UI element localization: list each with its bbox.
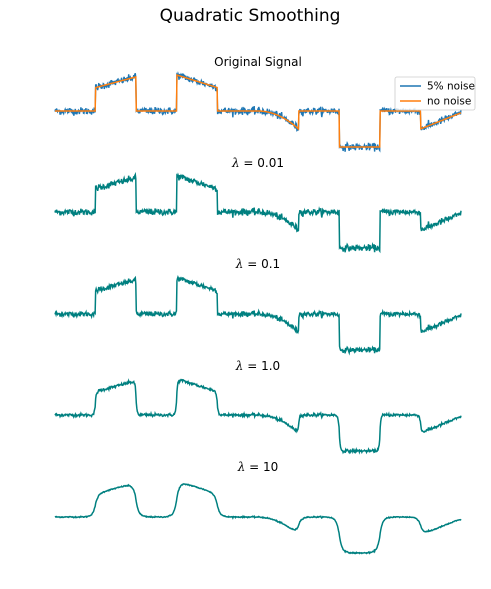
panel-lambda-0.1: λ = 0.1 bbox=[54, 257, 462, 356]
smoothed-line-lambda-0.01 bbox=[54, 171, 462, 254]
smoothed-line-lambda-0.1 bbox=[54, 275, 462, 356]
panel-lambda-0.01-title: λ = 0.01 bbox=[231, 156, 284, 170]
smoothed-line-lambda-10 bbox=[54, 483, 462, 555]
panel-original-title: Original Signal bbox=[214, 55, 302, 69]
legend-label-5pct-noise: 5% noise bbox=[427, 81, 475, 93]
panel-lambda-0.1-title: λ = 0.1 bbox=[235, 257, 280, 271]
figure-title: Quadratic Smoothing bbox=[160, 6, 341, 26]
panel-lambda-1.0-title: λ = 1.0 bbox=[235, 359, 280, 373]
series-no-noise-line bbox=[55, 74, 462, 148]
legend-label-no-noise: no noise bbox=[427, 96, 471, 108]
smoothed-line-lambda-1.0 bbox=[54, 378, 462, 455]
panel-lambda-1.0: λ = 1.0 bbox=[54, 359, 462, 455]
panel-original: Original Signal 5% noise no noise bbox=[54, 55, 476, 153]
legend: 5% noise no noise bbox=[394, 76, 476, 111]
panel-lambda-0.01: λ = 0.01 bbox=[54, 156, 462, 254]
panel-lambda-10-title: λ = 10 bbox=[237, 460, 279, 474]
panel-lambda-10: λ = 10 bbox=[54, 460, 462, 555]
